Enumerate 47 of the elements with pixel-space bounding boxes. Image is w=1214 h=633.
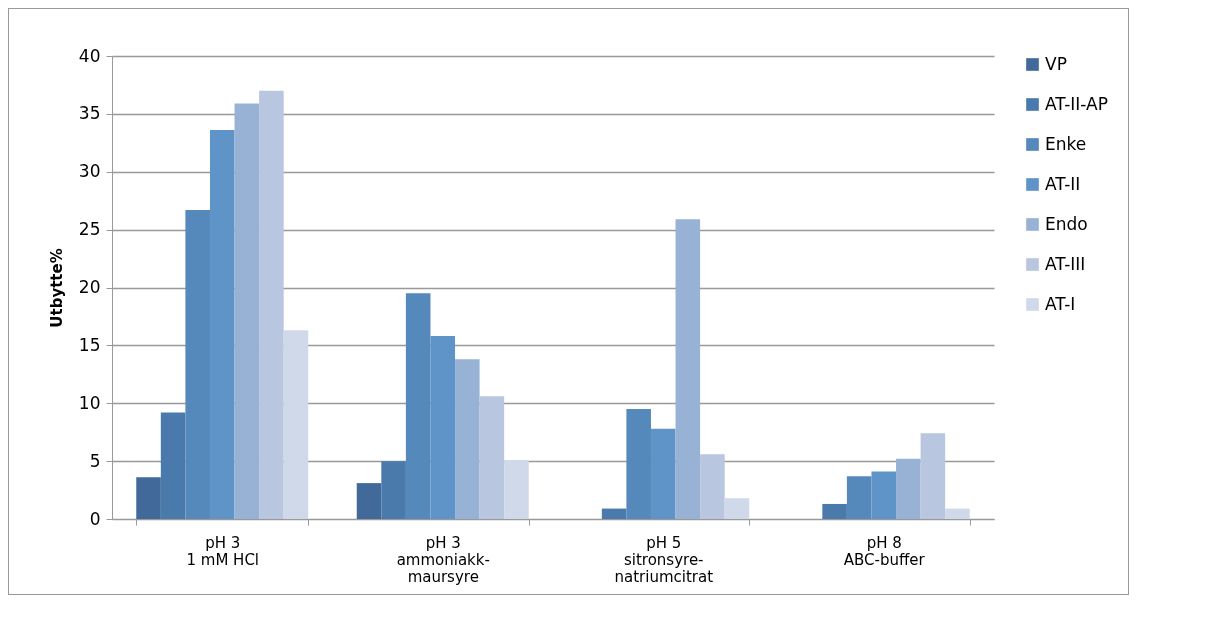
y-axis-title: Utbytte% [47,248,66,328]
bar [822,503,847,519]
x-tick-label: pH 3 1 mM HCl [186,533,260,569]
bar [356,483,382,519]
legend-label: Enke [1045,133,1087,154]
bar [650,428,676,519]
y-tick-label: 5 [89,450,101,471]
y-tick-label: 25 [78,219,101,240]
bar [381,461,406,519]
y-tick-label: 40 [78,45,101,66]
bar [871,471,897,519]
bar [601,508,627,519]
bar [136,477,161,519]
y-tick-label: 20 [78,277,101,297]
y-tick-label: 15 [78,334,101,355]
y-tick-label: 10 [78,392,101,413]
legend-label: AT-II [1045,173,1081,194]
bar [234,103,260,519]
bar [160,412,186,519]
bar [283,330,309,519]
legend-label: AT-II-AP [1045,93,1108,114]
y-tick-label: 30 [78,161,101,182]
x-tick-label: pH 3 ammoniakk- maursyre [396,533,490,586]
bar [675,219,701,519]
legend-label: Endo [1045,213,1088,234]
bar [846,476,872,519]
bar [185,209,210,519]
x-tick-label: pH 5 sitronsyre- natriumcitrat [614,533,714,586]
legend-label: AT-I [1045,293,1076,314]
y-tick-label: 0 [89,508,101,529]
x-tick-label: pH 8 ABC-buffer [843,533,926,569]
bar [405,293,431,519]
bar [896,458,921,519]
bar [209,130,235,519]
bar [724,498,750,519]
bar [430,336,456,519]
bar [259,90,284,519]
bar [700,454,725,519]
bar [479,396,505,519]
bar [626,409,651,519]
legend-label: VP [1045,53,1067,74]
bar [455,359,480,519]
bar [504,459,529,519]
y-tick-label: 35 [78,103,101,124]
legend-label: AT-III [1045,253,1086,274]
bar [920,433,946,519]
bar [945,508,970,519]
